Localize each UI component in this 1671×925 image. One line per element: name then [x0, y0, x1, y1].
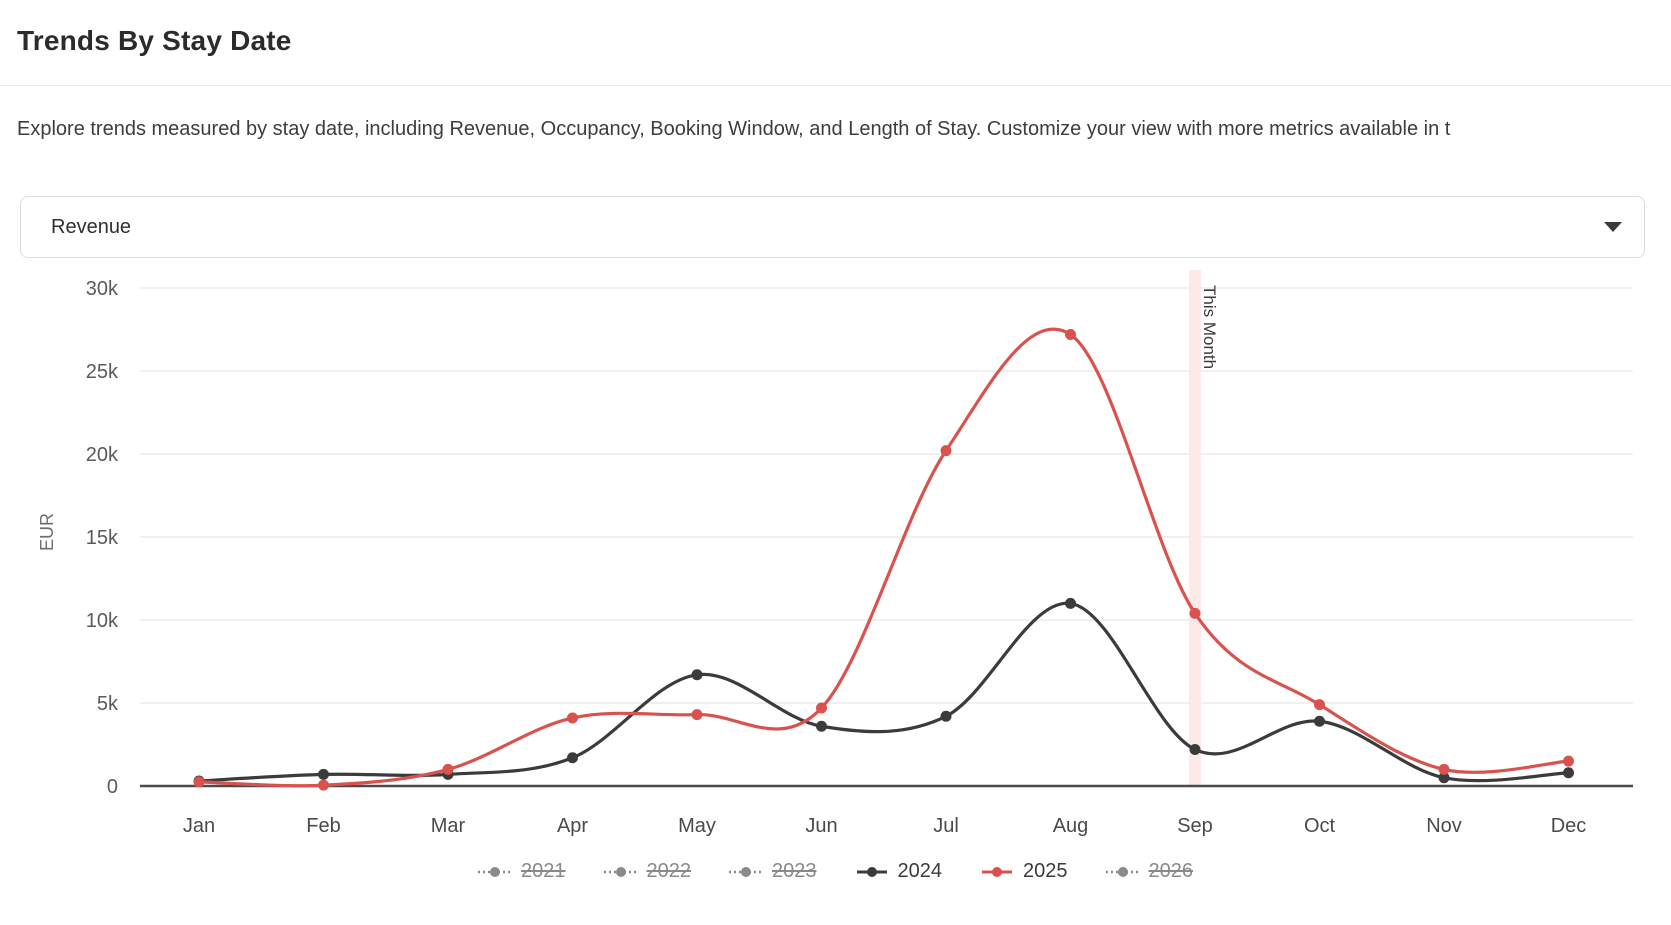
- data-point-2024[interactable]: [691, 669, 703, 681]
- data-point-2025[interactable]: [193, 776, 205, 788]
- page-title: Trends By Stay Date: [17, 25, 292, 56]
- data-point-2025[interactable]: [1189, 607, 1201, 619]
- y-tick-label: 15k: [86, 527, 119, 549]
- x-tick-label: Jan: [183, 815, 215, 837]
- this-month-marker: [1189, 270, 1201, 786]
- data-point-2024[interactable]: [816, 720, 827, 732]
- data-point-2024[interactable]: [318, 768, 329, 780]
- data-point-2025[interactable]: [442, 763, 454, 775]
- y-tick-label: 25k: [86, 361, 119, 383]
- y-tick-label: 20k: [86, 444, 119, 466]
- data-point-2025[interactable]: [940, 445, 952, 457]
- y-tick-label: 10k: [86, 610, 119, 632]
- data-point-2025[interactable]: [691, 709, 703, 721]
- header-divider: [0, 85, 1671, 86]
- legend-label: 2023: [772, 860, 817, 882]
- legend-marker-icon: [729, 866, 763, 877]
- x-tick-label: Oct: [1304, 815, 1336, 837]
- series-line-2024: [197, 601, 1571, 783]
- y-tick-label: 5k: [97, 693, 119, 715]
- x-tick-label: Nov: [1426, 815, 1462, 837]
- data-point-2024[interactable]: [1563, 767, 1574, 779]
- legend-marker-icon: [603, 866, 638, 877]
- chart-legend: 2021 2022 2023 2024 2025 2026: [0, 860, 1671, 883]
- legend-item-2021[interactable]: 2021: [478, 860, 566, 883]
- y-axis-title: EUR: [37, 513, 57, 551]
- legend-label: 2026: [1148, 860, 1194, 882]
- legend-item-2022[interactable]: 2022: [603, 860, 692, 883]
- legend-marker-icon: [478, 866, 512, 877]
- page-description: Explore trends measured by stay date, in…: [17, 118, 1451, 140]
- data-point-2025[interactable]: [816, 702, 827, 714]
- x-tick-label: Mar: [431, 815, 466, 837]
- x-tick-label: Aug: [1053, 815, 1089, 837]
- legend-item-2026[interactable]: 2026: [1105, 860, 1194, 883]
- this-month-label: This Month: [1200, 285, 1219, 369]
- legend-marker-icon: [856, 866, 887, 877]
- legend-item-2023[interactable]: 2023: [729, 860, 817, 883]
- data-point-2025[interactable]: [1065, 328, 1076, 340]
- data-point-2025[interactable]: [1563, 755, 1574, 767]
- legend-label: 2024: [897, 860, 943, 882]
- legend-marker-icon: [982, 866, 1012, 877]
- data-point-2025[interactable]: [318, 779, 329, 791]
- legend-label: 2025: [1023, 860, 1068, 882]
- legend-item-2024[interactable]: 2024: [855, 860, 943, 883]
- data-point-2024[interactable]: [1065, 597, 1076, 609]
- data-point-2024[interactable]: [1189, 743, 1201, 755]
- x-tick-label: Dec: [1551, 815, 1587, 837]
- data-point-2024[interactable]: [1438, 772, 1450, 784]
- legend-item-2025[interactable]: 2025: [980, 860, 1068, 883]
- data-point-2024[interactable]: [567, 752, 578, 764]
- legend-marker-icon: [1105, 866, 1140, 877]
- x-tick-label: Sep: [1177, 815, 1213, 837]
- x-tick-label: May: [678, 815, 716, 837]
- metric-select[interactable]: Revenue: [20, 196, 1645, 258]
- x-tick-label: Jun: [805, 815, 837, 837]
- series-line-2025: [197, 327, 1571, 788]
- data-point-2024[interactable]: [1314, 715, 1325, 727]
- data-point-2025[interactable]: [1314, 699, 1325, 711]
- legend-label: 2021: [521, 860, 566, 882]
- line-chart-svg: This Month 0 5k 10k 15k 20k 25k 30k EUR Jan Feb Mar…: [37, 270, 1633, 837]
- chevron-down-icon: [1604, 222, 1622, 232]
- data-point-2024[interactable]: [940, 710, 952, 722]
- metric-select-value: Revenue: [51, 215, 132, 238]
- legend-label: 2022: [646, 860, 692, 882]
- x-tick-label: Feb: [306, 815, 340, 837]
- x-tick-label: Apr: [557, 815, 588, 837]
- y-tick-label: 30k: [86, 278, 119, 300]
- data-point-2025[interactable]: [1438, 763, 1450, 775]
- data-point-2025[interactable]: [567, 712, 578, 724]
- x-tick-label: Jul: [933, 815, 959, 837]
- y-tick-label: 0: [107, 776, 118, 798]
